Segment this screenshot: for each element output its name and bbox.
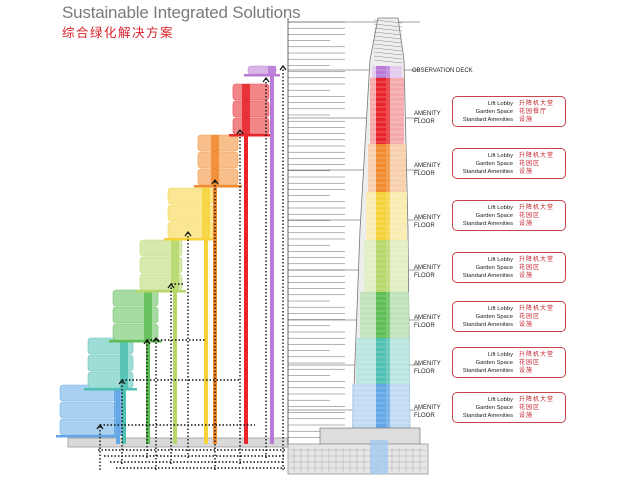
zone-platform bbox=[109, 340, 162, 343]
crown-truss bbox=[373, 23, 403, 28]
zone-platform bbox=[164, 238, 217, 241]
zone-core bbox=[144, 290, 152, 341]
core-shaft-segment bbox=[386, 66, 390, 78]
crown-truss bbox=[373, 59, 403, 64]
core-shaft-segment bbox=[386, 192, 390, 240]
zone-core bbox=[114, 385, 122, 436]
core-shaft bbox=[386, 66, 390, 440]
basement-core bbox=[370, 440, 388, 474]
zone-floor-block bbox=[59, 401, 116, 419]
zone-platform bbox=[136, 290, 186, 293]
crown-truss bbox=[373, 19, 403, 24]
zone-description-box: Lift Lobby Garden Space Standard Amenities… bbox=[452, 200, 566, 231]
core-shaft-segment bbox=[386, 338, 390, 384]
tower-core-segment bbox=[376, 240, 386, 292]
amenity-floor-label: AMENITY FLOOR bbox=[414, 215, 441, 229]
amenity-floor-label: AMENITY FLOOR bbox=[414, 111, 441, 125]
tower-core-segment bbox=[376, 384, 386, 440]
arrow-head bbox=[211, 179, 219, 185]
amenity-floor-label: AMENITY FLOOR bbox=[414, 315, 441, 329]
zone-platform bbox=[56, 435, 119, 438]
tower-core-segment bbox=[376, 338, 386, 384]
zone-stack bbox=[109, 289, 162, 444]
core-shaft-segment bbox=[386, 292, 390, 338]
core-shaft-segment bbox=[386, 144, 390, 192]
core-shaft-segment bbox=[386, 78, 390, 144]
zone-platform bbox=[84, 388, 137, 391]
zone-riser bbox=[122, 342, 126, 444]
zone-description-box: Lift Lobby Garden Space Standard Amenities… bbox=[452, 392, 566, 423]
zone-riser bbox=[204, 192, 208, 444]
zone-stack bbox=[229, 83, 273, 444]
zone-core bbox=[242, 84, 250, 135]
zone-description-box: Lift Lobby Garden Space Standard Amenities… bbox=[452, 252, 566, 283]
zone-description-box: Lift Lobby Garden Space Standard Amenities… bbox=[452, 148, 566, 179]
crown-truss bbox=[373, 27, 403, 32]
circulation-arrows bbox=[96, 65, 287, 470]
amenity-floor-label: AMENITY FLOOR bbox=[414, 163, 441, 177]
tower-core-segment bbox=[376, 292, 386, 338]
arrow-head bbox=[279, 65, 287, 71]
amenity-floor-label: AMENITY FLOOR bbox=[414, 265, 441, 279]
diagram-title: Sustainable Integrated Solutions bbox=[62, 3, 301, 22]
zone-platform bbox=[244, 74, 280, 77]
zone-description-box: Lift Lobby Garden Space Standard Amenities… bbox=[452, 347, 566, 378]
ground-slab bbox=[67, 437, 289, 448]
core-shaft-segment bbox=[386, 240, 390, 292]
amenity-floor-label: AMENITY FLOOR bbox=[414, 405, 441, 419]
zone-stack bbox=[244, 65, 280, 444]
zone-riser bbox=[244, 88, 248, 444]
zone-riser bbox=[173, 244, 177, 444]
tower-silhouette bbox=[287, 17, 429, 475]
zone-stack bbox=[136, 239, 186, 444]
basement bbox=[287, 443, 429, 475]
zone-core bbox=[171, 240, 179, 291]
zone-stack bbox=[164, 187, 217, 444]
zone-core bbox=[211, 135, 219, 186]
crown-truss bbox=[373, 35, 403, 40]
crown-truss bbox=[373, 47, 403, 52]
tower-core-segment bbox=[376, 66, 386, 78]
crown-truss bbox=[373, 55, 403, 60]
amenity-floor-label: AMENITY FLOOR bbox=[414, 361, 441, 375]
arrow-head bbox=[236, 129, 244, 135]
zone-stack bbox=[56, 384, 122, 444]
crown-truss bbox=[373, 51, 403, 56]
zone-floor-block bbox=[232, 83, 270, 101]
tower-core-segment bbox=[376, 78, 386, 144]
zone-riser bbox=[270, 70, 274, 444]
crown-truss bbox=[373, 43, 403, 48]
zone-floor-block bbox=[59, 418, 116, 436]
observation-deck-label: OBSERVATION DECK bbox=[412, 68, 473, 74]
zone-core bbox=[120, 338, 128, 389]
zone-stack bbox=[194, 134, 242, 444]
zone-description-box: Lift Lobby Garden Space Standard Amenities… bbox=[452, 301, 566, 332]
zone-floor-block bbox=[232, 100, 270, 118]
zone-platform bbox=[229, 134, 273, 137]
arrow-head bbox=[184, 231, 192, 237]
tower-section bbox=[287, 17, 429, 475]
zone-core bbox=[268, 66, 276, 75]
floor-lines bbox=[287, 18, 420, 445]
zone-platform bbox=[194, 185, 242, 188]
arrow-head bbox=[262, 77, 270, 83]
zone-stacks bbox=[56, 65, 289, 448]
diagram-subtitle: 综合绿化解决方案 bbox=[62, 25, 175, 40]
crown-truss bbox=[373, 31, 403, 36]
core-shaft-segment bbox=[386, 384, 390, 440]
zone-riser bbox=[146, 294, 150, 444]
crown-truss bbox=[373, 39, 403, 44]
zone-description-box: Lift Lobby Garden Space Standard Amenities… bbox=[452, 96, 566, 127]
zone-core bbox=[202, 188, 210, 239]
